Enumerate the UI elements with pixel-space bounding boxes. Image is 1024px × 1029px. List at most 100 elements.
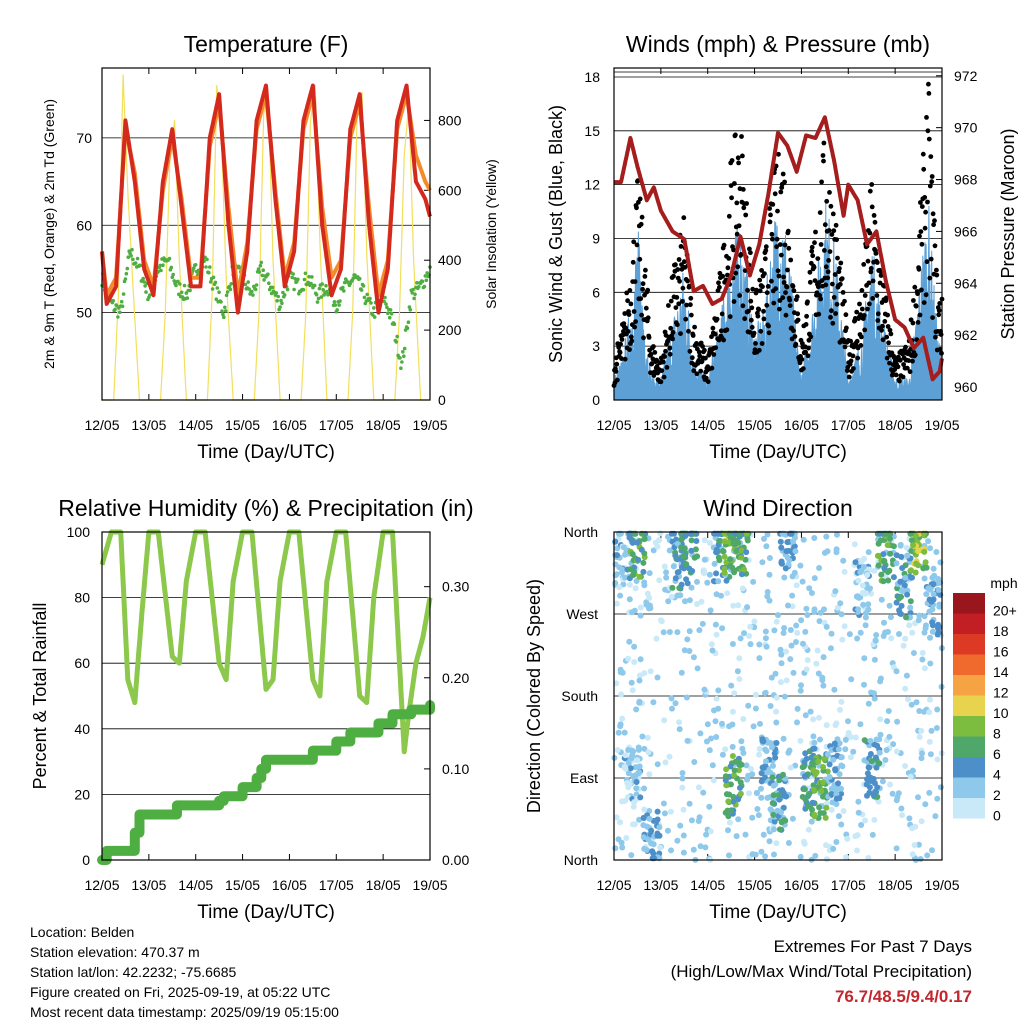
direction-point xyxy=(802,796,809,803)
direction-point xyxy=(793,582,800,589)
gust-point xyxy=(628,301,634,307)
dewpoint-point xyxy=(275,299,280,303)
series-solar xyxy=(101,74,431,401)
gust-point xyxy=(727,314,733,319)
direction-point xyxy=(797,562,804,569)
direction-point xyxy=(664,827,671,834)
direction-point xyxy=(908,537,915,544)
gust-point xyxy=(883,295,889,301)
y-tick-label: 100 xyxy=(67,524,91,540)
gust-point xyxy=(782,179,787,185)
direction-point xyxy=(719,625,726,632)
dewpoint-point xyxy=(246,280,250,284)
direction-point xyxy=(811,535,818,541)
direction-point xyxy=(647,605,654,612)
direction-point xyxy=(927,696,933,703)
gust-point xyxy=(884,355,890,361)
dewpoint-point xyxy=(257,270,262,274)
gust-point xyxy=(873,251,879,256)
direction-point xyxy=(860,601,867,608)
direction-point xyxy=(710,578,717,585)
y-tick-label: 12 xyxy=(584,177,600,193)
direction-point xyxy=(749,814,756,821)
gust-point xyxy=(668,298,674,304)
direction-point xyxy=(641,670,648,677)
dewpoint-point xyxy=(351,276,356,281)
direction-point xyxy=(929,606,936,613)
direction-point xyxy=(777,538,784,545)
direction-point xyxy=(842,736,849,743)
gust-point xyxy=(865,306,870,312)
gust-point xyxy=(642,274,648,279)
direction-point xyxy=(622,574,628,581)
gust-point xyxy=(915,291,920,297)
gust-point xyxy=(917,312,923,318)
gust-point xyxy=(716,280,721,286)
dewpoint-point xyxy=(387,315,392,320)
gust-point xyxy=(747,329,753,335)
direction-point xyxy=(786,747,793,754)
direction-point xyxy=(898,593,904,600)
direction-point xyxy=(820,654,827,661)
direction-point xyxy=(668,593,675,600)
gust-point xyxy=(617,350,623,355)
x-tick-label: 17/05 xyxy=(319,417,354,433)
direction-point xyxy=(770,782,777,789)
direction-point xyxy=(641,536,648,543)
latlon-text: Station lat/lon: 42.2232; -75.6685 xyxy=(30,964,237,980)
gust-point xyxy=(627,347,632,352)
direction-point xyxy=(783,648,789,655)
gust-point xyxy=(622,311,628,316)
direction-point xyxy=(636,672,643,679)
direction-point xyxy=(810,733,817,740)
direction-point xyxy=(874,552,881,559)
gust-point xyxy=(903,344,908,350)
gust-point xyxy=(689,355,695,361)
direction-point xyxy=(778,819,785,826)
direction-point xyxy=(816,804,823,811)
gust-point xyxy=(924,115,929,120)
gust-point xyxy=(776,273,782,279)
gust-point xyxy=(816,311,822,317)
gust-point xyxy=(781,280,787,285)
x-tick-label: 14/05 xyxy=(690,417,725,433)
gust-point xyxy=(791,288,797,294)
direction-point xyxy=(620,544,627,551)
direction-point xyxy=(762,690,768,697)
direction-point xyxy=(877,675,884,682)
y-tick-label: 0 xyxy=(82,852,90,868)
gust-point xyxy=(731,247,736,253)
gust-point xyxy=(755,313,761,319)
direction-point xyxy=(747,623,754,630)
gust-point xyxy=(885,312,890,318)
gust-point xyxy=(714,316,720,322)
direction-point xyxy=(888,635,895,642)
direction-point xyxy=(789,815,796,822)
gust-point xyxy=(641,335,646,341)
direction-point xyxy=(627,566,634,573)
direction-point xyxy=(909,629,916,636)
created-text: Figure created on Fri, 2025-09-19, at 05… xyxy=(30,984,331,1000)
direction-point xyxy=(836,795,843,802)
gust-point xyxy=(694,371,700,377)
gust-point xyxy=(809,248,815,254)
x-tick-label: 15/05 xyxy=(225,417,260,433)
gust-point xyxy=(729,195,734,201)
direction-point xyxy=(778,544,785,551)
direction-point xyxy=(798,617,805,624)
direction-point xyxy=(896,631,902,637)
gust-point xyxy=(837,266,842,271)
direction-point xyxy=(618,839,625,846)
direction-point xyxy=(809,806,815,813)
gust-point xyxy=(918,229,924,235)
gust-point xyxy=(737,293,742,298)
direction-point xyxy=(791,543,798,550)
gust-point xyxy=(929,179,935,185)
x-axis-label: Time (Day/UTC) xyxy=(709,902,847,923)
gust-point xyxy=(878,273,884,278)
direction-point xyxy=(809,799,816,806)
dewpoint-point xyxy=(193,263,198,267)
gust-point xyxy=(933,334,938,340)
direction-point xyxy=(871,567,878,574)
direction-point xyxy=(761,535,767,542)
